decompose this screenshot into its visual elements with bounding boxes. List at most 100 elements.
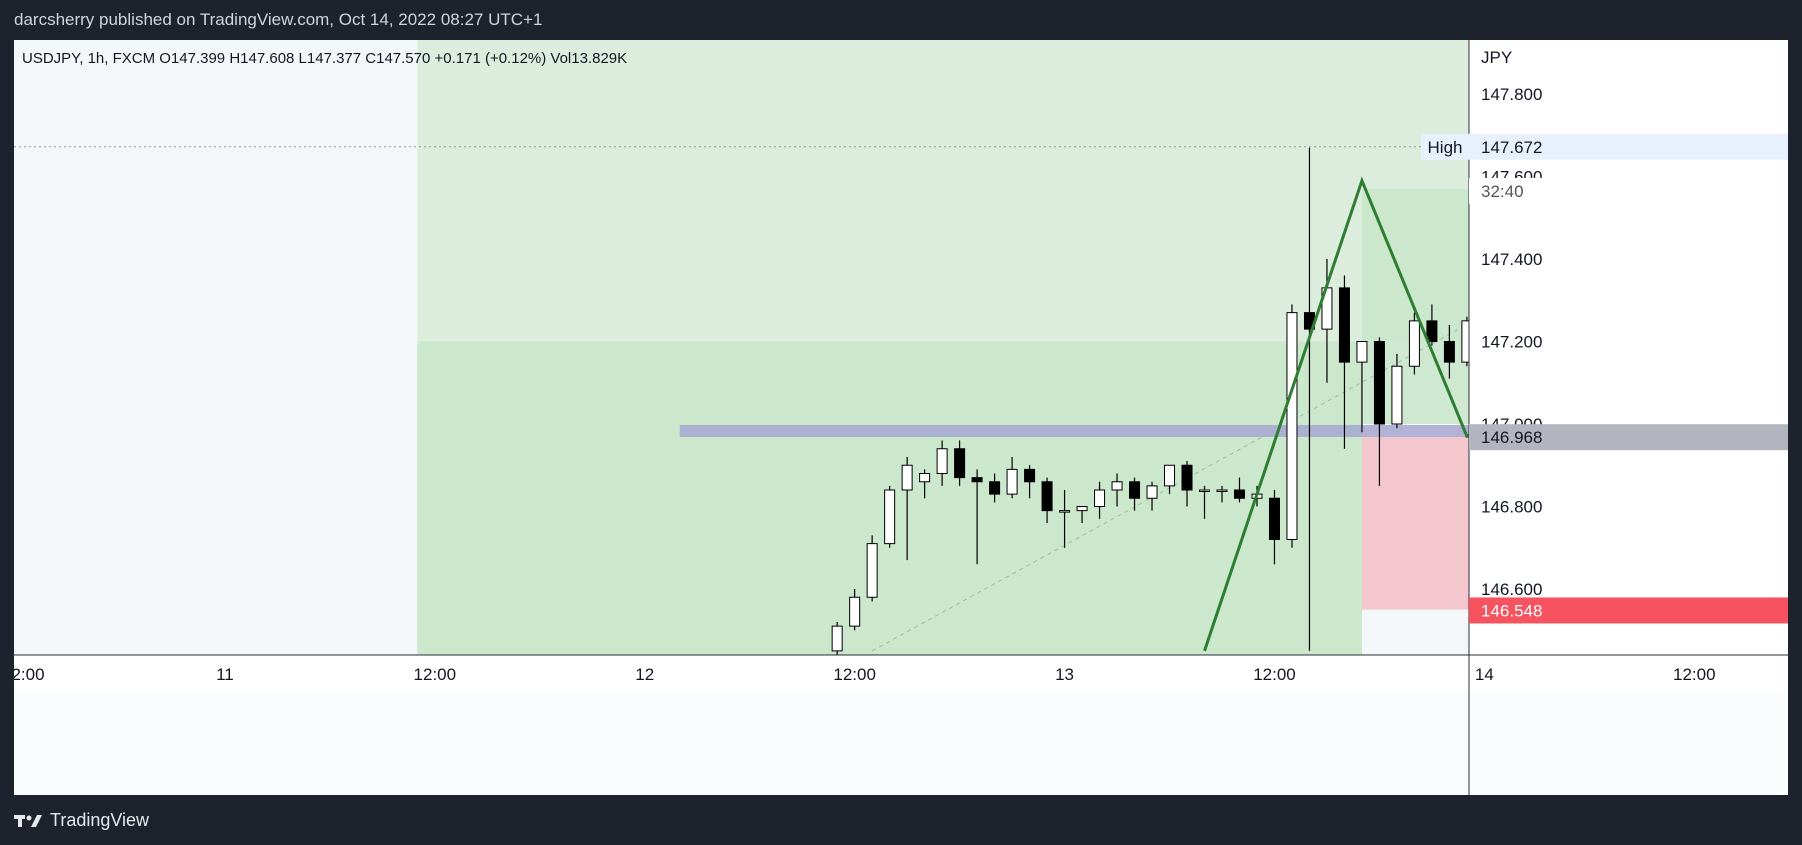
candle-body — [1356, 341, 1368, 363]
current-price-tag-bg — [1469, 424, 1788, 451]
candle[interactable] — [1338, 275, 1350, 449]
candle[interactable] — [1373, 337, 1385, 486]
footer-brand: TradingView — [50, 810, 150, 830]
candle-body — [1059, 510, 1071, 513]
candle[interactable] — [936, 440, 948, 486]
symbol-info-line: USDJPY, 1h, FXCM O147.399 H147.608 L147.… — [22, 50, 627, 67]
candle[interactable] — [831, 622, 843, 655]
x-tick-label: 11 — [216, 665, 234, 684]
candle-body — [1408, 320, 1420, 367]
candle[interactable] — [1268, 490, 1280, 565]
low-price-tag-bg — [1469, 597, 1788, 624]
candle[interactable] — [1356, 341, 1368, 433]
candle-body — [1426, 320, 1438, 342]
candle-body — [831, 625, 843, 652]
candle-body — [1216, 489, 1228, 492]
candle[interactable] — [1024, 465, 1036, 499]
y-tick-label: 147.800 — [1481, 85, 1542, 104]
x-tick-label: 2:00 — [14, 665, 45, 684]
candle-body — [1233, 489, 1245, 499]
candle[interactable] — [1199, 485, 1211, 519]
candle[interactable] — [971, 469, 983, 565]
candle[interactable] — [1076, 506, 1088, 524]
candle-body — [954, 448, 966, 479]
publisher-line: darcsherry published on TradingView.com,… — [14, 10, 543, 29]
candle-body — [1373, 341, 1385, 425]
candle-body — [1199, 489, 1211, 492]
candle[interactable] — [1443, 325, 1455, 379]
candle[interactable] — [989, 473, 1001, 503]
candle-body — [884, 489, 896, 545]
tradingview-icon — [14, 814, 42, 827]
footer-bar — [0, 795, 1802, 845]
candle-body — [1181, 464, 1193, 491]
low-price-tag: 146.548 — [1481, 601, 1542, 620]
candle-body — [989, 481, 1001, 495]
candle-body — [919, 473, 931, 483]
x-tick-label: 12:00 — [1253, 665, 1296, 684]
candle-body — [1268, 497, 1280, 540]
candle[interactable] — [1059, 490, 1071, 548]
candle[interactable] — [919, 469, 931, 499]
x-tick-label: 12:00 — [414, 665, 457, 684]
x-tick-label: 14 — [1475, 665, 1494, 684]
candle[interactable] — [901, 457, 913, 561]
candle-body — [849, 596, 861, 627]
candlestick-chart[interactable]: 147.000BUYUSDJPY, 1h, FXCM O147.399 H147… — [14, 40, 1788, 795]
x-tick-label: 12:00 — [833, 665, 876, 684]
candle[interactable] — [1426, 304, 1438, 346]
candle-body — [1443, 341, 1455, 363]
candle[interactable] — [954, 440, 966, 486]
high-price-tag: 147.672 — [1481, 138, 1542, 157]
candle-body — [901, 464, 913, 491]
candle-body — [1146, 485, 1158, 499]
candle-body — [866, 543, 878, 598]
y-tick-label: 147.400 — [1481, 250, 1542, 269]
candle[interactable] — [1094, 481, 1106, 519]
candle[interactable] — [884, 485, 896, 548]
candle[interactable] — [1408, 312, 1420, 375]
publisher-bar: darcsherry published on TradingView.com,… — [0, 0, 1802, 40]
candle-body — [1286, 312, 1298, 540]
candle-body — [1024, 468, 1036, 483]
bar-countdown-tag-bg — [1469, 177, 1788, 204]
candle[interactable] — [849, 589, 861, 631]
x-tick-label: 12:00 — [1673, 665, 1716, 684]
candle-body — [1076, 506, 1088, 512]
candle-body — [1006, 468, 1018, 495]
high-label-bg — [1421, 133, 1469, 160]
candle[interactable] — [1181, 461, 1193, 507]
x-tick-label: 13 — [1055, 665, 1074, 684]
candle[interactable] — [1391, 353, 1403, 429]
candle-body — [936, 448, 948, 474]
tradingview-logo[interactable]: TradingView — [14, 810, 149, 831]
candle[interactable] — [1111, 473, 1123, 507]
candle[interactable] — [1129, 477, 1141, 511]
candle-body — [1129, 481, 1141, 499]
candle[interactable] — [866, 535, 878, 602]
time-axis-background — [14, 655, 1788, 692]
chart-area[interactable]: 147.000BUYUSDJPY, 1h, FXCM O147.399 H147… — [14, 40, 1788, 795]
candle[interactable] — [1164, 464, 1176, 495]
currency-label: JPY — [1481, 48, 1512, 67]
candle-body — [1338, 287, 1350, 363]
price-axis[interactable]: JPY147.800147.600147.400147.200147.00014… — [1468, 40, 1788, 795]
y-tick-label: 146.600 — [1481, 580, 1542, 599]
high-label: High — [1428, 138, 1463, 157]
candle-body — [1041, 481, 1053, 512]
high-price-tag-bg — [1469, 133, 1788, 160]
candle-body — [971, 477, 983, 483]
current-price-tag: 146.968 — [1481, 428, 1542, 447]
candle[interactable] — [1006, 457, 1018, 499]
candle[interactable] — [1233, 477, 1245, 503]
candle[interactable] — [1041, 477, 1053, 523]
candle-body — [1111, 481, 1123, 491]
candle[interactable] — [1286, 304, 1298, 548]
x-tick-label: 12 — [635, 665, 654, 684]
candle-body — [1391, 365, 1403, 425]
candle[interactable] — [1216, 485, 1228, 503]
candle-body — [1164, 464, 1176, 487]
candle[interactable] — [1146, 481, 1158, 511]
y-tick-label: 147.200 — [1481, 333, 1542, 352]
